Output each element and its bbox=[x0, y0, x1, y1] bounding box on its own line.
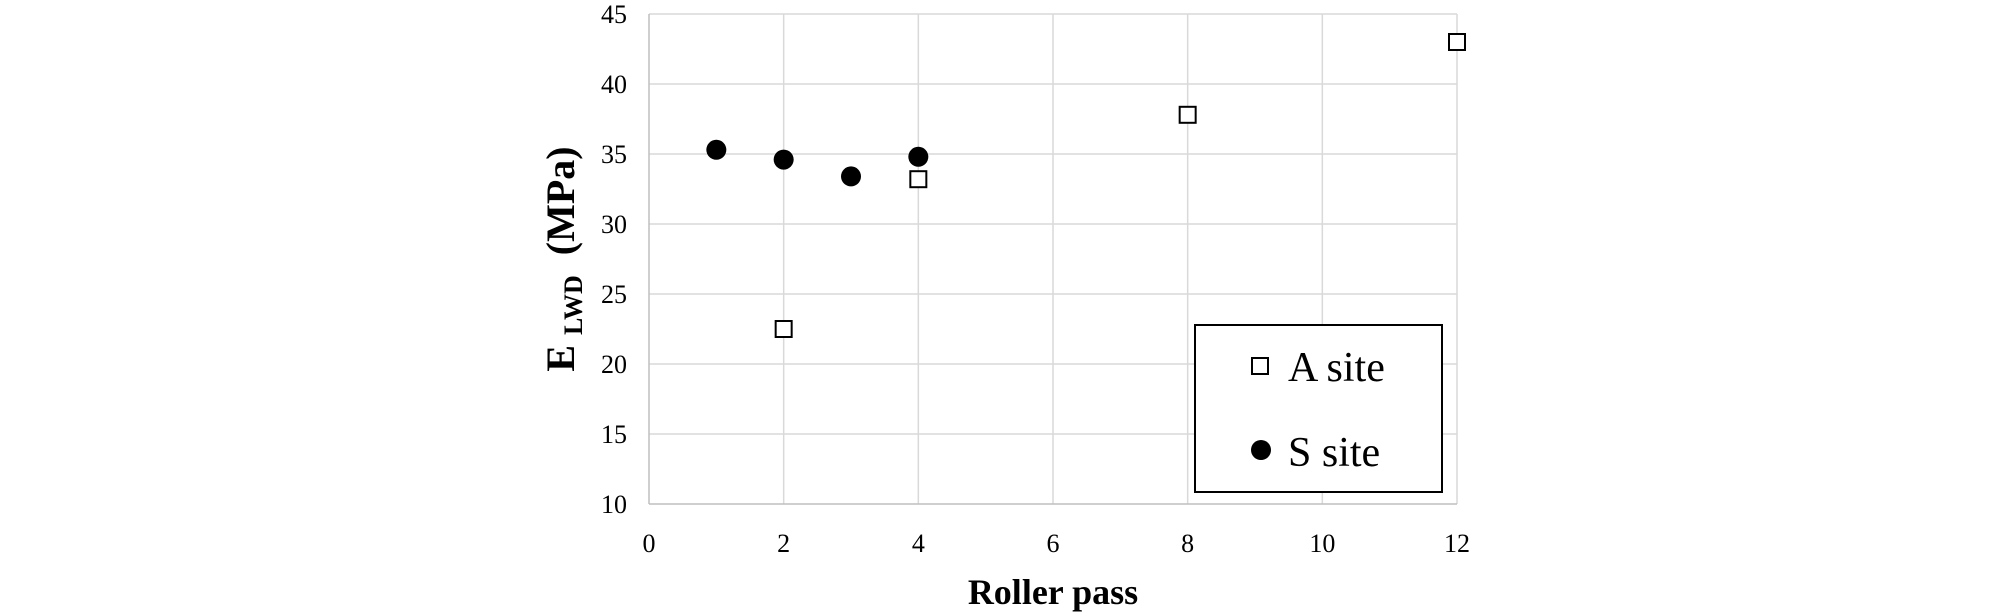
y-axis-title-subscript: LWD bbox=[559, 275, 588, 335]
s-site-point bbox=[841, 166, 861, 187]
legend: A site S site bbox=[1194, 324, 1443, 493]
data-points bbox=[706, 33, 1466, 338]
x-tick-label: 10 bbox=[1309, 529, 1335, 558]
legend-symbol-a-site bbox=[1251, 357, 1269, 375]
x-tick-label: 8 bbox=[1181, 529, 1194, 558]
legend-symbol-s-site bbox=[1251, 440, 1271, 460]
a-site-point bbox=[909, 170, 928, 189]
x-tick-label: 6 bbox=[1047, 529, 1060, 558]
s-site-point bbox=[773, 149, 794, 170]
a-site-point bbox=[1178, 105, 1197, 124]
y-tick-label: 45 bbox=[601, 0, 627, 29]
s-site-point bbox=[706, 139, 727, 160]
legend-label-a-site: A site bbox=[1288, 345, 1385, 391]
y-tick-label: 40 bbox=[601, 70, 627, 99]
y-tick-label: 15 bbox=[601, 420, 627, 449]
axes bbox=[648, 14, 1457, 505]
s-site-point bbox=[908, 146, 929, 167]
y-axis-title: E LWD (MPa) bbox=[538, 146, 591, 371]
y-tick-label: 10 bbox=[601, 490, 627, 519]
gridlines bbox=[649, 13, 1458, 504]
a-site-point bbox=[1448, 33, 1466, 51]
y-tick-label: 35 bbox=[601, 140, 627, 169]
y-axis-title-main: E bbox=[538, 345, 583, 372]
legend-box bbox=[1194, 324, 1443, 493]
a-site-point bbox=[774, 320, 793, 338]
x-tick-label: 4 bbox=[912, 529, 925, 558]
legend-label-s-site: S site bbox=[1288, 430, 1380, 476]
x-axis-title: Roller pass bbox=[968, 572, 1138, 612]
y-tick-label: 20 bbox=[601, 350, 627, 379]
x-tick-labels: 0 2 4 6 8 10 12 bbox=[643, 529, 1471, 558]
x-tick-label: 2 bbox=[777, 529, 790, 558]
y-tick-label: 25 bbox=[601, 280, 627, 309]
y-axis-title-unit: (MPa) bbox=[538, 146, 583, 255]
x-tick-label: 12 bbox=[1444, 529, 1470, 558]
y-tick-labels: 10 15 20 25 30 35 40 45 bbox=[601, 0, 627, 519]
y-tick-label: 30 bbox=[601, 210, 627, 239]
x-tick-label: 0 bbox=[643, 529, 656, 558]
